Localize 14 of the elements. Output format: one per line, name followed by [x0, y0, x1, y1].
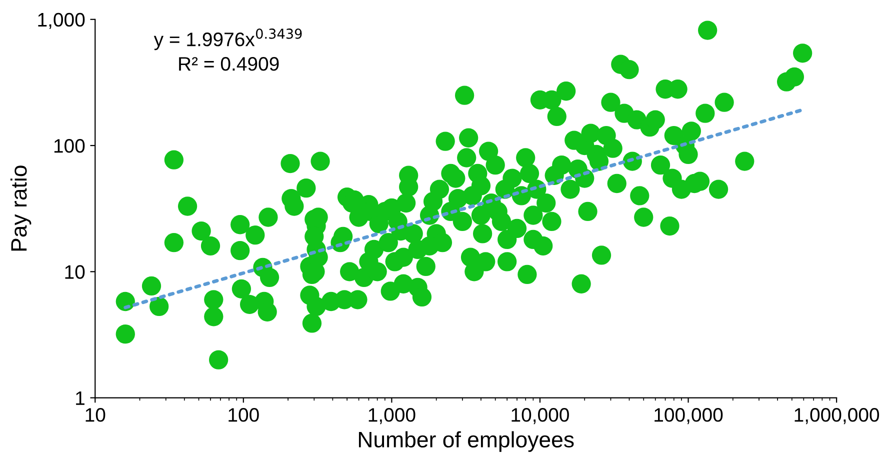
y-axis-title: Pay ratio	[10, 166, 32, 251]
x-tick-label: 100,000	[654, 408, 723, 424]
y-tick-label: 1	[76, 391, 84, 405]
annotation: R² = 0.4909	[179, 57, 279, 71]
y-tick-label: 10	[65, 265, 85, 279]
annotation: y = 1.9976x$^{0.3439}$	[154, 28, 302, 50]
x-axis-title: Number of employees	[358, 431, 574, 452]
x-tick-label: 10	[86, 408, 106, 422]
x-tick-label: 1,000	[368, 408, 416, 424]
x-tick-label: 1,000,000	[794, 408, 880, 424]
y-tick-label: 1,000	[38, 12, 85, 29]
y-tick-label: 100	[54, 138, 85, 153]
x-tick-label: 100	[228, 408, 259, 422]
x-tick-label: 10,000	[512, 408, 569, 424]
